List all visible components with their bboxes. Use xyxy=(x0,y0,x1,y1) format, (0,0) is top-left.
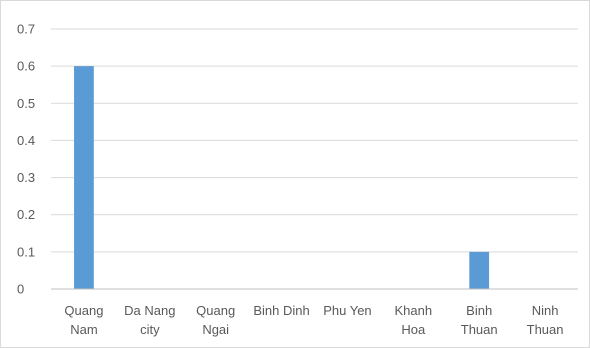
y-tick-label: 0.2 xyxy=(17,207,35,222)
x-category-label: Ngai xyxy=(202,322,229,337)
x-category-label: Khanh xyxy=(395,303,433,318)
y-tick-label: 0.6 xyxy=(17,59,35,74)
x-category-label: Quang xyxy=(196,303,235,318)
y-tick-label: 0 xyxy=(17,282,24,297)
x-category-label: city xyxy=(140,322,160,337)
x-category-label: Da Nang xyxy=(124,303,175,318)
x-category-label: Binh Dinh xyxy=(253,303,309,318)
y-tick-label: 0.5 xyxy=(17,96,35,111)
x-category-label: Ninh xyxy=(532,303,559,318)
x-category-label: Thuan xyxy=(527,322,564,337)
y-tick-label: 0.3 xyxy=(17,170,35,185)
y-tick-label: 0.7 xyxy=(17,22,35,37)
x-category-label: Phu Yen xyxy=(323,303,371,318)
x-category-label: Nam xyxy=(70,322,97,337)
y-tick-label: 0.4 xyxy=(17,133,35,148)
bar xyxy=(469,251,490,289)
x-category-label: Quang xyxy=(64,303,103,318)
x-category-label: Binh xyxy=(466,303,492,318)
y-tick-label: 0.1 xyxy=(17,244,35,259)
bars xyxy=(74,66,490,290)
y-axis-tick-labels: 0 0.1 0.2 0.3 0.4 0.5 0.6 0.7 xyxy=(17,22,35,297)
bar xyxy=(74,66,94,290)
x-category-label: Hoa xyxy=(401,322,426,337)
gridlines xyxy=(51,28,578,253)
x-axis-category-labels: Quang Nam Da Nang city Quang Ngai Binh Dinh Phu… xyxy=(64,303,563,337)
x-category-label: Thuan xyxy=(461,322,498,337)
